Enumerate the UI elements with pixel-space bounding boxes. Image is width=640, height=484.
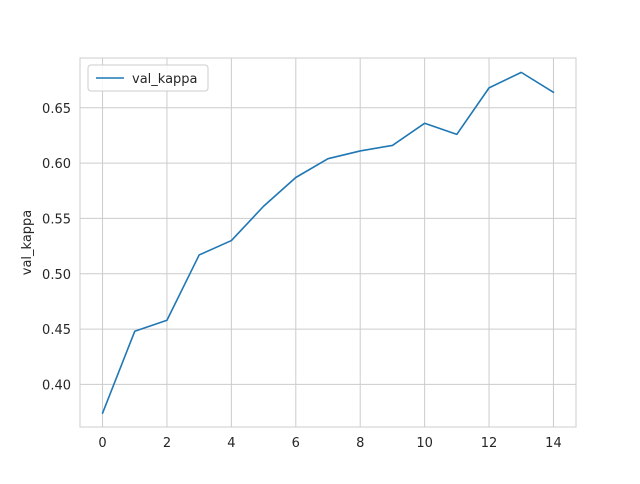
- x-tick-labels: 0 2 4 6 8 10 12 14: [98, 436, 561, 451]
- y-tick-label: 0.40: [42, 378, 71, 393]
- x-tick-label: 8: [356, 436, 364, 451]
- y-tick-label: 0.55: [42, 212, 71, 227]
- x-tick-label: 6: [292, 436, 300, 451]
- legend-label: val_kappa: [132, 72, 198, 87]
- legend-frame: [87, 64, 209, 92]
- x-tick-label: 12: [481, 436, 498, 451]
- plot-frame: [79, 57, 577, 428]
- y-tick-label: 0.45: [42, 323, 71, 338]
- y-tick-label: 0.60: [42, 157, 71, 172]
- y-tick-label: 0.50: [42, 268, 71, 283]
- y-axis-label: val_kappa: [20, 210, 35, 276]
- grid: [80, 58, 576, 427]
- x-tick-label: 10: [416, 436, 433, 451]
- plot-area: [80, 58, 576, 427]
- series-line-val_kappa: [101, 71, 555, 414]
- y-tick-labels: 0.40 0.45 0.50 0.55 0.60 0.65: [42, 102, 71, 394]
- legend: val_kappa: [87, 64, 209, 92]
- x-tick-label: 2: [163, 436, 171, 451]
- y-tick-label: 0.65: [42, 102, 71, 117]
- series-lines: [101, 71, 555, 414]
- x-tick-label: 4: [227, 436, 235, 451]
- x-tick-label: 14: [545, 436, 562, 451]
- x-tick-label: 0: [98, 436, 106, 451]
